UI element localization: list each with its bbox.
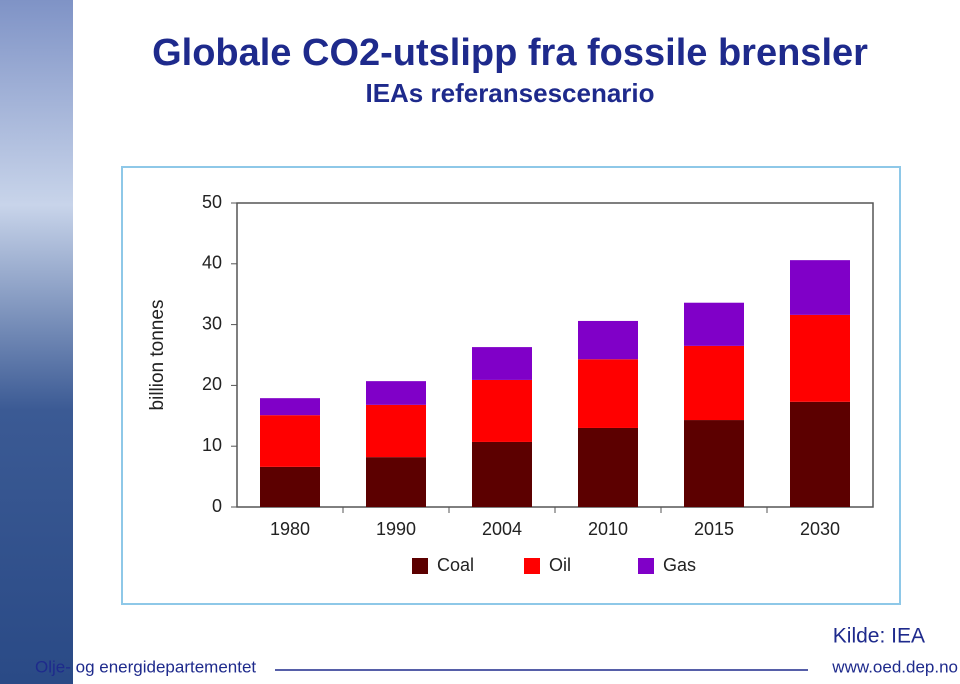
bar-segment	[260, 398, 320, 416]
bar-segment	[260, 415, 320, 467]
legend-label: Oil	[549, 555, 571, 575]
bar-segment	[790, 314, 850, 402]
y-tick-label: 0	[212, 496, 222, 516]
subtitle: IEAs referansescenario	[365, 78, 654, 108]
x-tick-label: 1990	[376, 519, 416, 539]
bar-segment	[578, 359, 638, 428]
y-tick-label: 20	[202, 374, 222, 394]
bar-segment	[472, 441, 532, 507]
y-tick-label: 10	[202, 435, 222, 455]
y-tick-label: 30	[202, 313, 222, 333]
bar-segment	[790, 260, 850, 315]
y-axis-label: billion tonnes	[147, 300, 168, 411]
x-tick-label: 2015	[694, 519, 734, 539]
legend-swatch	[524, 558, 540, 574]
title: Globale CO2-utslipp fra fossile brensler	[152, 32, 868, 74]
x-tick-label: 2004	[482, 519, 522, 539]
organization: Olje- og energidepartementet	[35, 657, 256, 676]
bar-segment	[472, 347, 532, 380]
bar-segment	[684, 420, 744, 507]
legend-swatch	[638, 558, 654, 574]
x-tick-label: 2030	[800, 519, 840, 539]
bar-segment	[578, 427, 638, 507]
bar-segment	[366, 457, 426, 507]
x-tick-label: 2010	[588, 519, 628, 539]
bar-segment	[684, 302, 744, 346]
bar-segment	[260, 466, 320, 507]
x-tick-label: 1980	[270, 519, 310, 539]
bar-segment	[790, 401, 850, 507]
y-tick-label: 40	[202, 253, 222, 273]
side-photo	[0, 0, 73, 684]
legend-label: Coal	[437, 555, 474, 575]
bar-segment	[684, 345, 744, 421]
url: www.oed.dep.no	[831, 657, 958, 676]
bar-segment	[366, 404, 426, 458]
legend-swatch	[412, 558, 428, 574]
bar-segment	[578, 320, 638, 360]
legend-label: Gas	[663, 555, 696, 575]
bar-segment	[366, 381, 426, 405]
source: Kilde: IEA	[833, 625, 925, 648]
bar-segment	[472, 379, 532, 442]
y-tick-label: 50	[202, 192, 222, 212]
